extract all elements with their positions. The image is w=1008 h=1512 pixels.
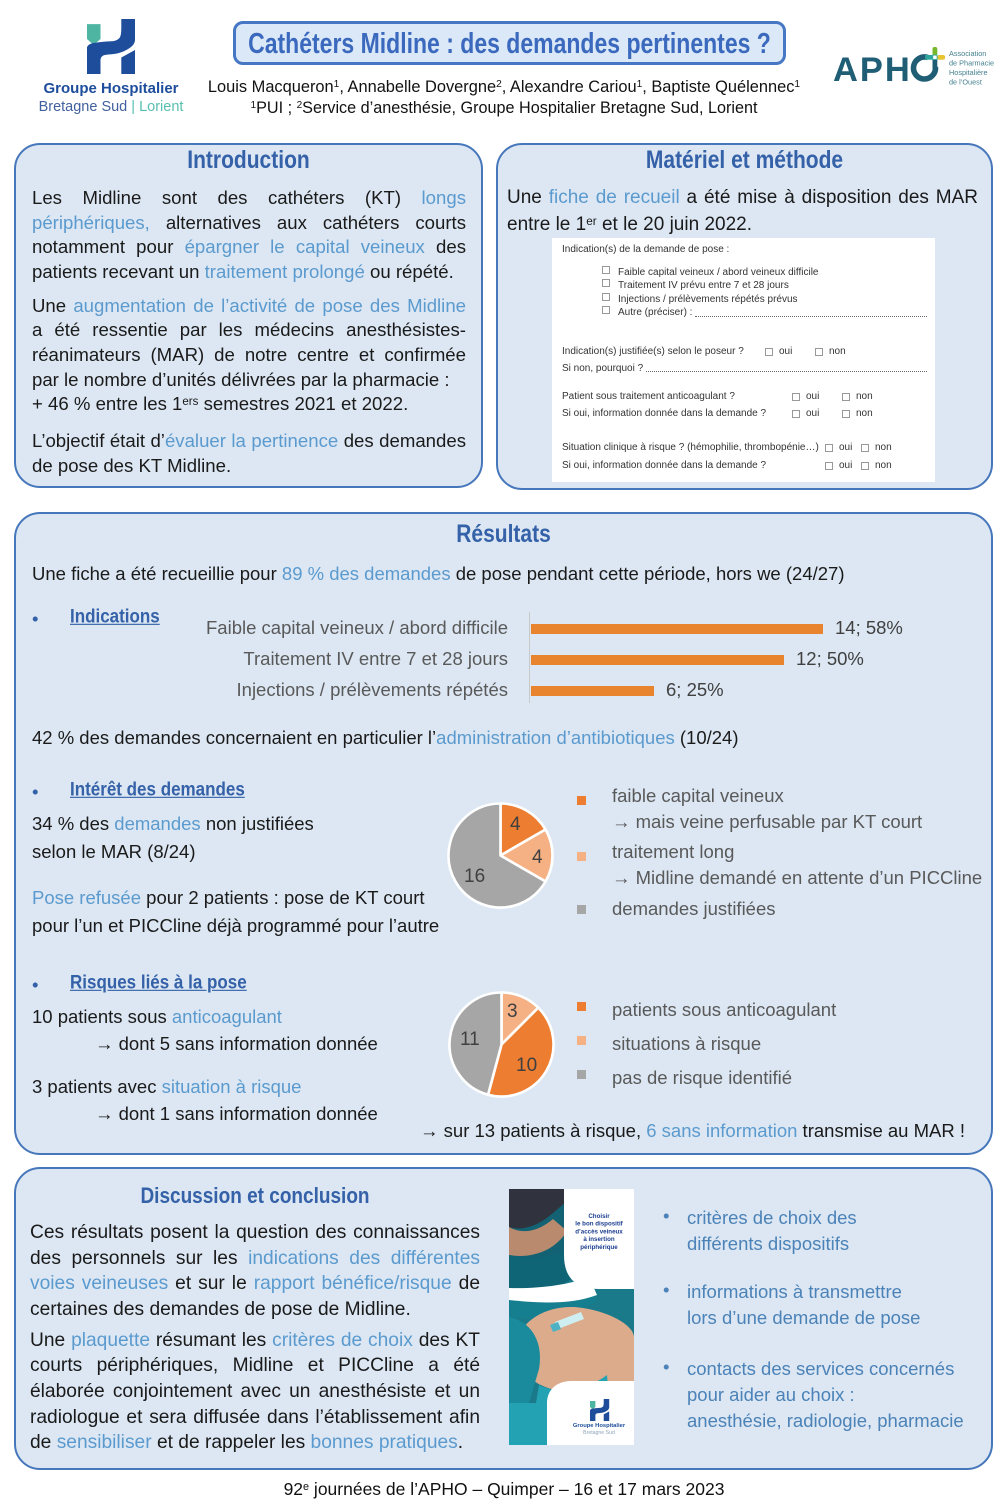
svg-text:à insertion: à insertion	[583, 1236, 615, 1243]
svg-text:Hospitalière: Hospitalière	[949, 68, 988, 77]
svg-text:de Pharmacie: de Pharmacie	[949, 59, 994, 68]
svg-text:d’accès veineux: d’accès veineux	[575, 1228, 623, 1235]
svg-text:Groupe Hospitalier: Groupe Hospitalier	[573, 1423, 626, 1429]
svg-text:Association: Association	[949, 49, 986, 58]
svg-text:de l’Ouest: de l’Ouest	[949, 78, 982, 87]
svg-text:Choisir: Choisir	[588, 1213, 610, 1220]
svg-text:Bretagne Sud: Bretagne Sud	[583, 1430, 615, 1436]
svg-text:APH: APH	[833, 51, 912, 89]
svg-text:le bon dispositif: le bon dispositif	[575, 1221, 623, 1228]
svg-text:périphérique: périphérique	[580, 1244, 618, 1251]
